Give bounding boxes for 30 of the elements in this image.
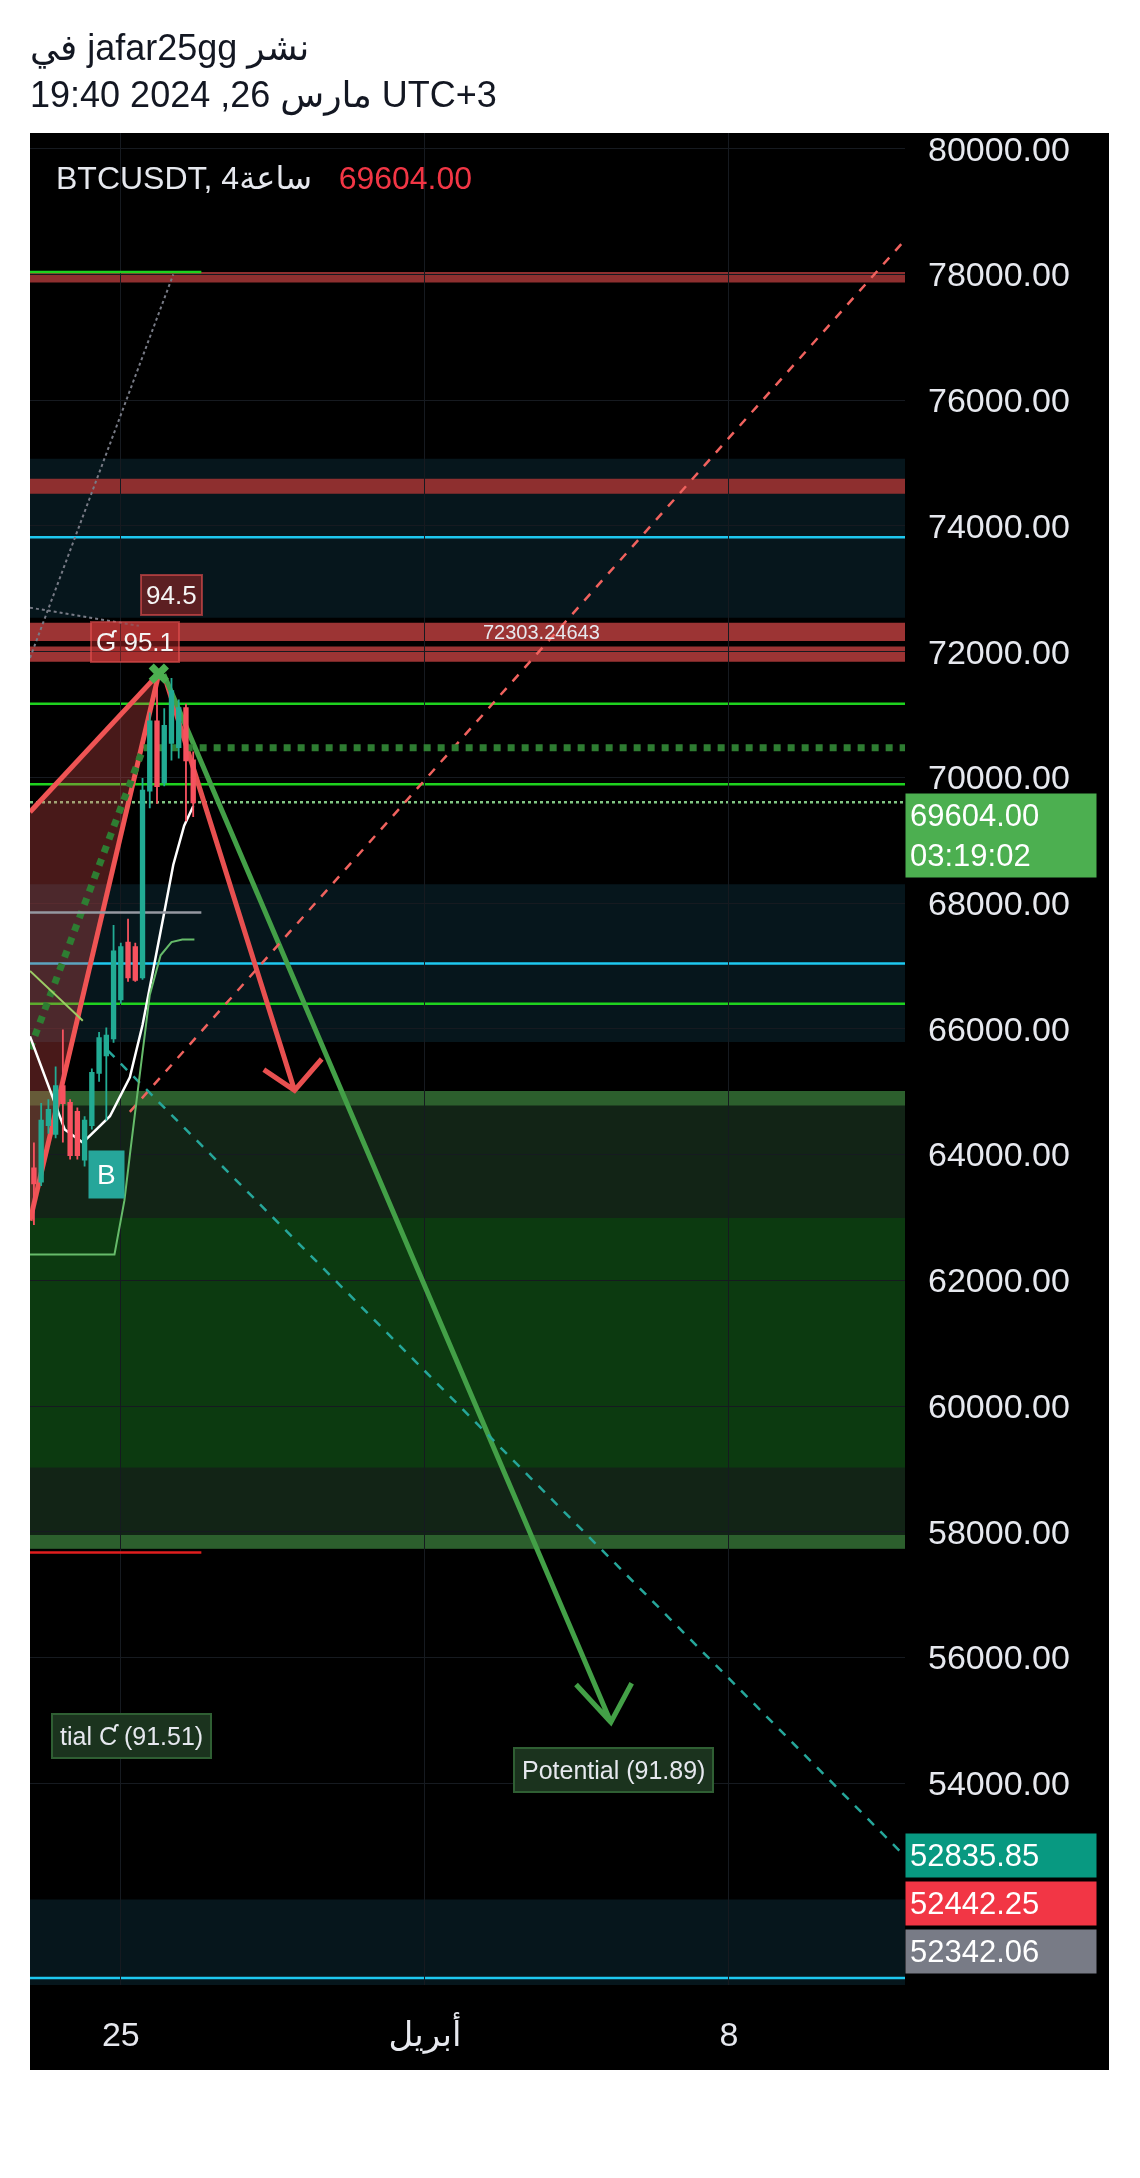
annotation: B [97,1159,116,1190]
y-tick-label: 70000.00 [928,758,1070,797]
y-tick-label: 76000.00 [928,381,1070,420]
annotation: 94.5 [146,580,197,610]
text: 52835.85 [910,1838,1040,1873]
text: 52442.25 [910,1886,1040,1921]
x-tick-label: 8 [719,2015,739,2053]
annotation: 69604.00 [338,160,473,196]
x-tick-label: أبريل [388,2012,462,2055]
y-tick-label: 68000.00 [928,884,1070,922]
y-tick-label: 56000.00 [928,1638,1070,1677]
y-tick-label: 72000.00 [928,632,1070,671]
y-tick-label: 60000.00 [928,1386,1070,1425]
y-tick-label: 80000.00 [928,129,1070,168]
annotation: Ɠ 95.1 [96,627,175,657]
text: 69604.00 03:19:02 [910,798,1040,874]
y-tick-label: 58000.00 [928,1512,1070,1551]
y-tick-label: 74000.00 [928,506,1070,545]
annotation: Potential (91.89) [522,1756,706,1784]
text: 52342.06 [910,1934,1040,1969]
annotation: tial Ƈ (91.51) [60,1722,204,1750]
y-tick-label: 54000.00 [928,1764,1070,1803]
y-tick-label: 66000.00 [928,1009,1070,1048]
text: BTCUSDT, 4ساعة [56,160,312,196]
annotation: 72303.24643 [483,621,600,643]
x-tick-label: 25 [101,2015,140,2053]
y-tick-label: 62000.00 [928,1261,1070,1300]
y-tick-label: 78000.00 [928,255,1070,294]
chart-subtitle: نشر jafar25gg في UTC+3 مارس 26, 2024 19:40 [30,27,497,116]
y-tick-label: 64000.00 [928,1135,1070,1174]
